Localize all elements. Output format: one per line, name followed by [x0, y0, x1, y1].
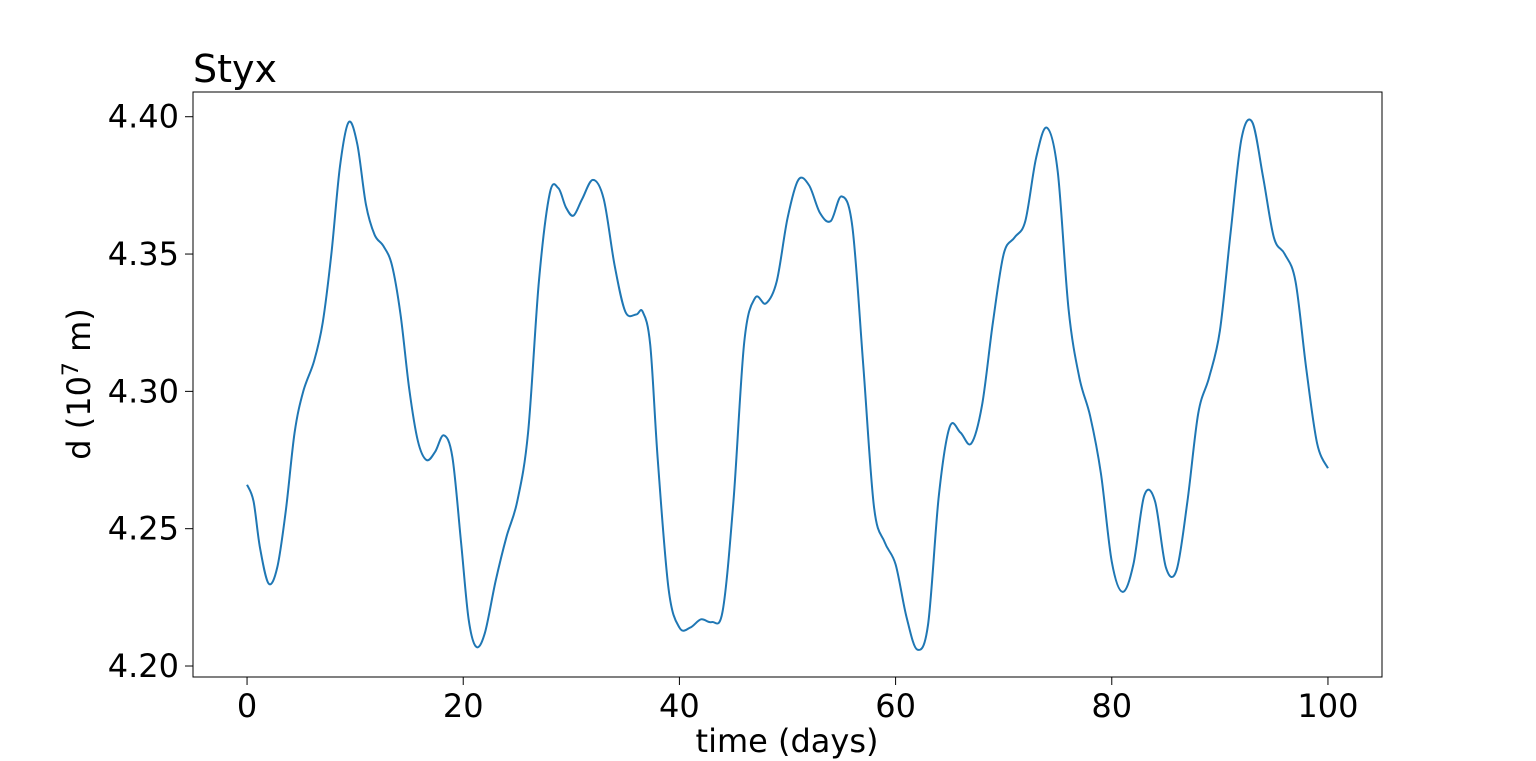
- y-axis-label-unit: m): [60, 308, 98, 362]
- x-tick-label: 100: [1297, 687, 1358, 725]
- y-tick-label: 4.30: [108, 372, 179, 410]
- x-tick-label: 40: [659, 687, 700, 725]
- x-axis-label: time (days): [696, 722, 879, 760]
- x-tick-label: 60: [875, 687, 916, 725]
- y-axis-label-exponent: 7: [59, 362, 84, 376]
- y-axis: 4.20 4.25 4.30 4.35 4.40: [108, 98, 193, 685]
- y-tick-label: 4.20: [108, 647, 179, 685]
- y-tick-label: 4.35: [108, 235, 179, 273]
- y-tick-label: 4.40: [108, 98, 179, 136]
- x-tick-label: 20: [443, 687, 484, 725]
- y-axis-label-main: d (10: [60, 376, 98, 460]
- x-tick-label: 80: [1091, 687, 1132, 725]
- y-tick-label: 4.25: [108, 510, 179, 548]
- x-axis: 0 20 40 60 80 100: [237, 677, 1358, 725]
- x-tick-label: 0: [237, 687, 257, 725]
- series-line-styx: [246, 118, 1329, 651]
- y-axis-label: d (107 m): [59, 308, 98, 460]
- chart-title: Styx: [193, 47, 277, 91]
- plot-area-frame: [192, 91, 1383, 678]
